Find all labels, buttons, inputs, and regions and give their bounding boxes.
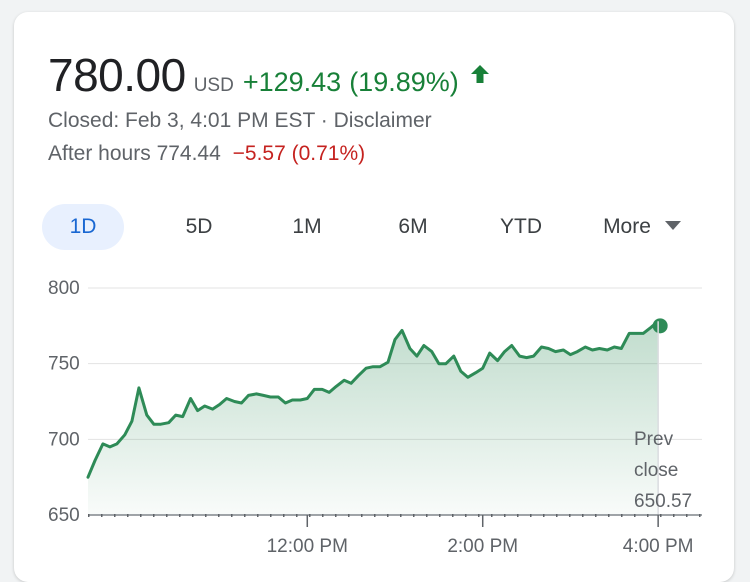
tab-label: 1M xyxy=(292,215,322,238)
after-hours-change: −5.57 (0.71%) xyxy=(232,142,366,165)
y-tick-label: 700 xyxy=(48,429,80,450)
tab-ytd[interactable]: YTD xyxy=(480,204,562,250)
closed-time: Closed: Feb 3, 4:01 PM EST xyxy=(48,109,315,132)
price-line xyxy=(86,319,660,479)
prev-close-label: close xyxy=(634,460,678,481)
disclaimer-link[interactable]: Disclaimer xyxy=(333,109,432,132)
arrow-up-icon xyxy=(469,63,491,85)
tab-1d[interactable]: 1D xyxy=(42,204,124,250)
tab-6m[interactable]: 6M xyxy=(372,204,454,250)
prev-close-label: Prev xyxy=(634,429,674,450)
stock-quote-card: 780.00 USD +129.43 (19.89%) Closed: Feb … xyxy=(14,12,734,582)
prev-close-label: 650.57 xyxy=(634,491,692,512)
price-change-percent: (19.89%) xyxy=(349,67,459,97)
caret-down-icon xyxy=(664,220,681,230)
market-status: Closed: Feb 3, 4:01 PM EST · Disclaimer xyxy=(48,109,432,133)
after-hours-price: 774.44 xyxy=(156,142,221,165)
range-tabs: 1D 5D 1M 6M YTD More xyxy=(14,204,734,250)
tab-label: YTD xyxy=(500,215,542,238)
tab-label: 6M xyxy=(398,215,428,238)
y-tick-label: 800 xyxy=(48,278,80,299)
tab-5d[interactable]: 5D xyxy=(158,204,240,250)
price-area xyxy=(88,321,659,515)
x-tick-label: 4:00 PM xyxy=(623,536,694,557)
last-price-dot xyxy=(652,318,668,334)
current-price: 780.00 xyxy=(48,49,186,101)
x-tick-label: 12:00 PM xyxy=(267,536,348,557)
tab-more[interactable]: More xyxy=(584,204,700,250)
tab-label: 1D xyxy=(69,215,97,238)
after-hours-label: After hours xyxy=(48,142,151,165)
tab-1m[interactable]: 1M xyxy=(266,204,348,250)
x-tick-label: 2:00 PM xyxy=(447,536,518,557)
price-row: 780.00 USD +129.43 (19.89%) xyxy=(48,48,491,102)
y-tick-label: 750 xyxy=(48,354,80,375)
tab-label: 5D xyxy=(185,215,213,238)
price-change: +129.43 xyxy=(242,67,342,97)
y-tick-label: 650 xyxy=(48,505,80,526)
price-chart[interactable]: 800 750 700 650 12:00 PM 2:00 PM 4:00 PM Prev cl… xyxy=(14,12,734,570)
currency-label: USD xyxy=(193,75,234,96)
after-hours: After hours 774.44 −5.57 (0.71%) xyxy=(48,142,365,166)
separator-dot: · xyxy=(320,109,328,132)
tab-label: More xyxy=(603,215,651,238)
